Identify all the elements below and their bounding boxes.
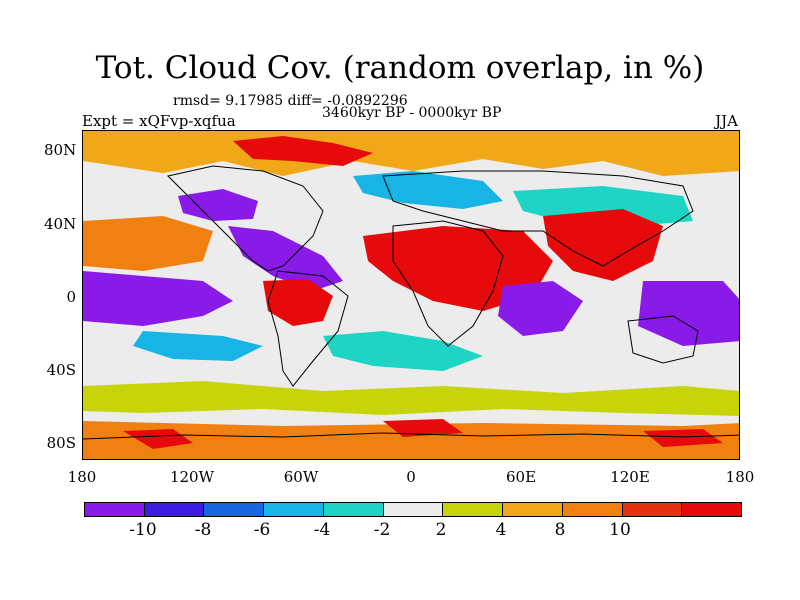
- colorbar-label: -2: [373, 520, 391, 540]
- south-pacific-cyan: [133, 331, 263, 361]
- colorbar-cell: [383, 503, 444, 516]
- lat-tick-0: 0: [66, 288, 76, 306]
- colorbar-label: 10: [609, 520, 631, 540]
- west-pacific-purple: [638, 281, 739, 346]
- north-pacific-positive: [83, 216, 213, 271]
- lat-tick-80s: 80S: [46, 434, 76, 452]
- east-pacific-purple: [83, 271, 233, 326]
- lat-tick-40n: 40N: [44, 215, 77, 233]
- coastline-antarctica: [83, 432, 739, 440]
- colorbar-cell: [503, 503, 563, 516]
- colorbar-cell: [85, 503, 145, 516]
- colorbar-cell: [144, 503, 205, 516]
- colorbar-cell: [622, 503, 683, 516]
- season-label: JJA: [715, 112, 738, 130]
- coastline-south-america: [267, 270, 349, 387]
- indian-ocean-purple: [498, 281, 583, 336]
- experiment-label: Expt = xQFvp-xqfua: [82, 112, 236, 130]
- greenland-red-patch: [233, 136, 373, 166]
- map-panel: [82, 130, 740, 460]
- colorbar-label: 8: [554, 520, 566, 540]
- coastline-europe-asia: [382, 170, 694, 267]
- coastline-africa: [392, 220, 504, 347]
- lat-tick-80n: 80N: [44, 141, 77, 159]
- colorbar-cell: [204, 503, 265, 516]
- southern-ocean-yellow: [83, 381, 739, 416]
- colorbar-label: 2: [435, 520, 447, 540]
- lon-tick-180-right: 180: [725, 468, 755, 486]
- colorbar-label: -8: [194, 520, 212, 540]
- coastline-north-america: [167, 165, 324, 272]
- colorbar-label: -4: [313, 520, 331, 540]
- lon-tick-60e: 60E: [505, 468, 537, 486]
- rmsd-diff-stats: rmsd= 9.17985 diff= -0.0892296: [173, 93, 408, 109]
- arctic-positive-band: [83, 131, 739, 176]
- lon-tick-60w: 60W: [283, 468, 319, 486]
- lon-tick-120e: 120E: [610, 468, 650, 486]
- antarctic-positive: [83, 421, 739, 459]
- colorbar-cell: [323, 503, 384, 516]
- amazon-red: [263, 279, 333, 326]
- north-atlantic-negative: [353, 171, 503, 209]
- colorbar-cell: [443, 503, 504, 516]
- colorbar-label: -10: [129, 520, 157, 540]
- lat-tick-40s: 40S: [46, 361, 76, 379]
- south-asia-red: [543, 209, 663, 281]
- colorbar-cell: [264, 503, 324, 516]
- north-america-negative: [178, 189, 258, 221]
- lon-tick-180-left: 180: [67, 468, 97, 486]
- colorbar-cell: [562, 503, 623, 516]
- colorbar-label: -6: [253, 520, 271, 540]
- cloud-cover-map: [83, 131, 739, 459]
- lon-tick-120w: 120W: [169, 468, 215, 486]
- lon-tick-0: 0: [406, 468, 416, 486]
- coastline-australia: [627, 315, 699, 364]
- map-title: Tot. Cloud Cov. (random overlap, in %): [95, 50, 705, 86]
- colorbar: [84, 502, 742, 517]
- colorbar-cell: [682, 503, 742, 516]
- time-period-label: 3460kyr BP - 0000kyr BP: [322, 105, 502, 121]
- coastlines: [83, 165, 739, 440]
- colorbar-label: 4: [495, 520, 507, 540]
